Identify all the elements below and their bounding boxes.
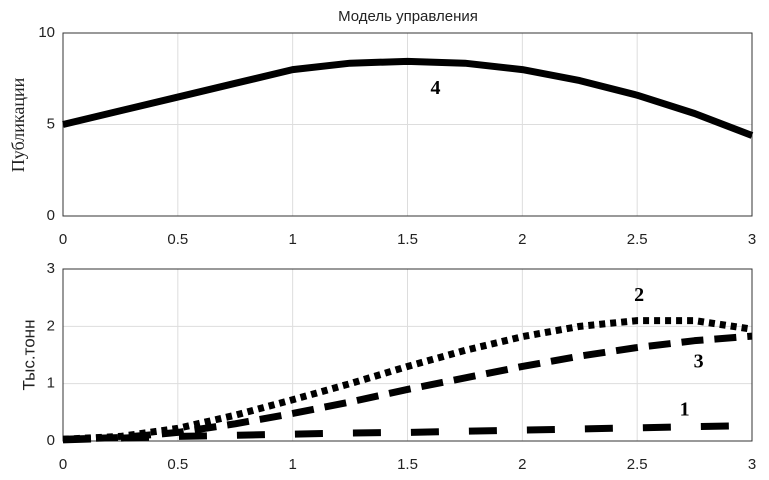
series-label: 1 xyxy=(680,398,690,420)
x-tick-label: 0 xyxy=(59,231,67,248)
axes-frame xyxy=(62,268,753,442)
x-tick-label: 2.5 xyxy=(627,231,648,248)
x-tick-label: 1 xyxy=(288,456,296,473)
y-axis-label: Публикации xyxy=(8,77,28,172)
x-tick-label: 1.5 xyxy=(397,231,418,248)
series-label: 4 xyxy=(431,77,441,99)
y-tick-label: 5 xyxy=(47,115,55,132)
data-line xyxy=(62,317,753,443)
x-tick-label: 0.5 xyxy=(167,456,188,473)
y-tick-label: 1 xyxy=(47,375,55,392)
x-tick-label: 3 xyxy=(748,231,756,248)
x-tick-label: 1 xyxy=(288,231,296,248)
x-tick-label: 0.5 xyxy=(167,231,188,248)
y-tick-label: 2 xyxy=(47,317,55,334)
y-tick-label: 0 xyxy=(47,207,55,224)
data-line xyxy=(62,332,753,443)
x-tick-label: 1.5 xyxy=(397,456,418,473)
y-tick-label: 0 xyxy=(47,432,55,449)
x-tick-label: 2 xyxy=(518,231,526,248)
x-tick-label: 3 xyxy=(748,456,756,473)
x-tick-label: 2 xyxy=(518,456,526,473)
x-tick-label: 0 xyxy=(59,456,67,473)
x-tick-label: 2.5 xyxy=(627,456,648,473)
y-tick-label: 3 xyxy=(47,260,55,277)
data-line xyxy=(62,57,754,139)
series-label: 2 xyxy=(634,284,644,306)
y-tick-label: 10 xyxy=(38,24,55,41)
y-axis-label: Тыс.тонн xyxy=(19,320,38,391)
chart-title: Модель управления xyxy=(338,8,478,25)
series-label: 3 xyxy=(694,350,704,372)
